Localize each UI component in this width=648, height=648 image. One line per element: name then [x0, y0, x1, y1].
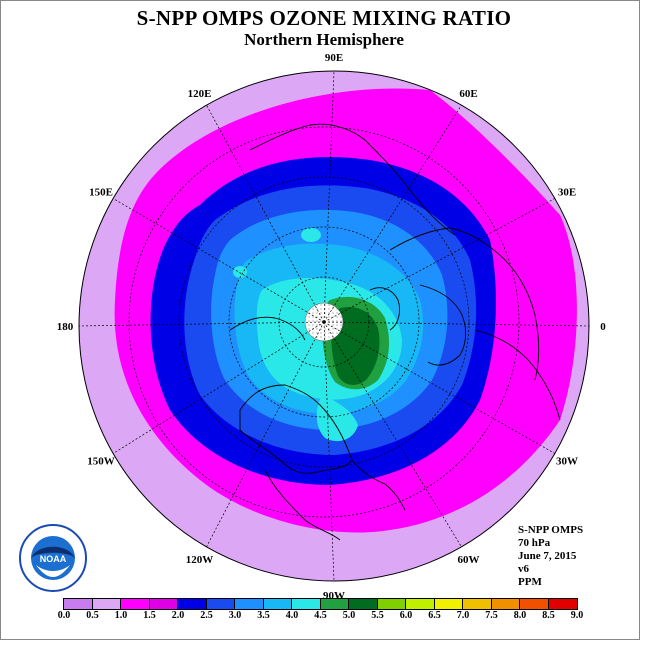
colorbar-tick-label: 3.0 [228, 610, 242, 621]
colorbar-tick-label: 6.0 [399, 610, 413, 621]
colorbar-swatch [206, 599, 235, 609]
graticule [128, 126, 520, 518]
page-title: S-NPP OMPS OZONE MIXING RATIO [136, 6, 512, 30]
info-block: S-NPP OMPS 70 hPa June 7, 2015 v6 PPM [518, 524, 583, 589]
colorbar [63, 598, 578, 610]
colorbar-tick-label: 3.5 [257, 610, 270, 621]
meridian-90w [323, 321, 335, 581]
info-units: PPM [518, 576, 542, 588]
colorbar-tick-label: 0.0 [57, 610, 71, 621]
meridian-120e [206, 104, 325, 323]
lon-label-30e: 30E [558, 187, 576, 199]
lon-label-150w: 150W [87, 456, 115, 468]
info-version: v6 [518, 563, 529, 575]
colorbar-tick-label: 7.5 [485, 610, 498, 621]
colorbar-swatch [178, 599, 207, 609]
colorbar-swatch [406, 599, 435, 609]
globe-edge [78, 70, 590, 582]
field-aqua-patch-2 [233, 266, 247, 278]
lon-label-0: 0 [600, 321, 606, 333]
meridian-90e [323, 71, 335, 323]
coast-europe [419, 284, 467, 366]
coast-central-america [264, 469, 341, 541]
colorbar-swatch [64, 599, 93, 609]
colorbar-tick-label: 9.0 [570, 610, 584, 621]
lon-label-180: 180 [57, 321, 74, 333]
lon-label-60e: 60E [459, 88, 477, 100]
colorbar-swatch [263, 599, 292, 609]
noaa-logo: NOAA [19, 524, 87, 592]
coast-east-us [351, 459, 406, 511]
ozone-field [79, 71, 589, 581]
colorbar-swatch [463, 599, 492, 609]
colorbar-swatch [349, 599, 378, 609]
colorbar-swatch [377, 599, 406, 609]
colorbar-swatch [121, 599, 150, 609]
lon-label-30w: 30W [556, 456, 578, 468]
colorbar-tick-label: 8.0 [513, 610, 527, 621]
colorbar-swatch [292, 599, 321, 609]
info-instrument: S-NPP OMPS [518, 524, 584, 536]
lon-label-150e: 150E [89, 187, 113, 199]
colorbar-tick-label: 4.0 [285, 610, 299, 621]
colorbar-tick-label: 6.5 [428, 610, 441, 621]
meridian-150e [112, 198, 325, 323]
colorbar-tick-label: 4.5 [314, 610, 327, 621]
colorbar-tick-labels: 0.0 0.5 1.0 1.5 2.0 2.5 3.0 3.5 4.0 4.5 5.0 5.5 6.0 6… [0, 610, 648, 624]
coast-greenland [369, 287, 401, 331]
colorbar-tick-label: 8.5 [542, 610, 555, 621]
colorbar-tick-label: 1.0 [114, 610, 128, 621]
colorbar-swatch [149, 599, 178, 609]
colorbar-swatch [92, 599, 121, 609]
colorbar-tick-label: 2.0 [171, 610, 185, 621]
coast-alaska [229, 316, 306, 341]
meridian-180 [79, 321, 325, 327]
lon-label-120e: 120E [188, 88, 212, 100]
lon-label-120w: 120W [186, 554, 214, 566]
colorbar-swatch [491, 599, 520, 609]
figure-frame [0, 0, 640, 640]
meridian-0 [323, 321, 589, 327]
colorbar-swatch [320, 599, 349, 609]
colorbar-tick-label: 7.0 [456, 610, 470, 621]
info-date: June 7, 2015 [518, 550, 577, 562]
colorbar-swatch [548, 599, 577, 609]
meridian-30w [323, 321, 556, 454]
page-subtitle: Northern Hemisphere [244, 30, 404, 49]
meridian-60e [323, 104, 462, 323]
lon-label-90e: 90E [325, 52, 343, 64]
field-aqua-patch [301, 228, 321, 242]
colorbar-swatch [235, 599, 264, 609]
colorbar-tick-label: 1.5 [143, 610, 156, 621]
colorbar-tick-label: 5.0 [342, 610, 356, 621]
logo-wordmark: NOAA [40, 554, 67, 564]
coast-eurasia [389, 227, 540, 381]
colorbar-tick-label: 5.5 [371, 610, 384, 621]
meridians [79, 71, 589, 581]
coast-asia-east [249, 123, 456, 236]
meridian-150w [112, 321, 325, 454]
coast-africa [474, 329, 561, 421]
colorbar-tick-label: 0.5 [86, 610, 99, 621]
colorbar-swatch [434, 599, 463, 609]
info-level: 70 hPa [518, 537, 551, 549]
lon-label-60w: 60W [458, 554, 480, 566]
colorbar-tick-label: 2.5 [200, 610, 213, 621]
field-dark-green [331, 306, 380, 385]
colorbar-swatch [520, 599, 549, 609]
